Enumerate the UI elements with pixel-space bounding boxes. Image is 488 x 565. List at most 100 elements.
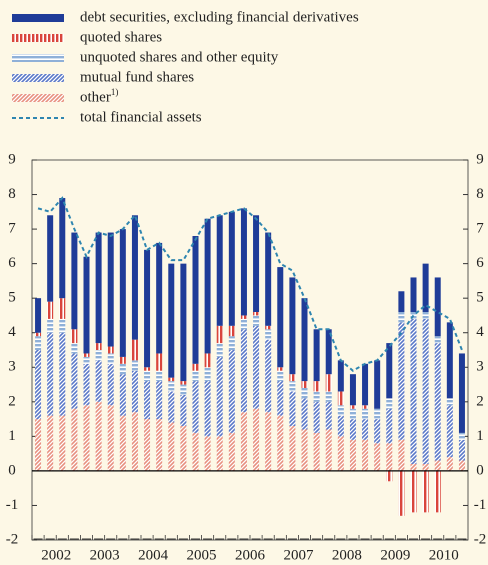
y2-tick-label: -1	[474, 497, 487, 513]
bar-segment	[228, 350, 235, 433]
bar-segment	[374, 443, 381, 471]
legend-label: unquoted shares and other equity	[80, 49, 279, 65]
bar-segment	[192, 370, 199, 382]
bar-segment	[59, 318, 66, 333]
bar-segment	[434, 343, 441, 461]
bar-segment	[59, 332, 66, 416]
bar-segment	[71, 232, 78, 330]
bar-segment	[313, 391, 320, 402]
bar-segment	[301, 381, 308, 388]
x-tick-label: 2008	[332, 547, 362, 563]
legend-swatch	[12, 94, 64, 102]
bar-segment	[35, 298, 42, 333]
bar-segment	[216, 356, 223, 437]
bar-segment	[362, 419, 369, 440]
y-tick-label: 0	[8, 462, 16, 478]
bar-segment	[349, 405, 356, 409]
bar-segment	[349, 374, 356, 406]
bar-segment	[156, 242, 163, 354]
bar-segment	[119, 415, 126, 471]
y2-tick-label: 0	[476, 462, 484, 478]
bar-segment	[325, 429, 332, 471]
y2-tick-label: 9	[476, 151, 484, 167]
bar-segment	[434, 336, 441, 344]
bar-segment	[156, 381, 163, 420]
bar-segment	[277, 415, 284, 471]
bar-segment	[434, 470, 441, 513]
bar-segment	[325, 401, 332, 430]
bar-segment	[95, 401, 102, 471]
bar-segment	[240, 315, 247, 319]
bar-segment	[289, 374, 296, 382]
bar-segment	[192, 432, 199, 471]
y-tick-label: 6	[8, 255, 16, 271]
bar-segment	[325, 374, 332, 392]
bar-segment	[386, 470, 393, 482]
bar-segment	[337, 436, 344, 471]
x-tick-label: 2002	[41, 547, 71, 563]
bar-segment	[119, 374, 126, 416]
y-tick-label: 4	[8, 324, 16, 340]
bar-segment	[192, 236, 199, 364]
bar-segment	[180, 394, 187, 426]
bar-segment	[410, 318, 417, 464]
bar-segment	[325, 329, 332, 375]
bar-segment	[265, 329, 272, 340]
bar-segment	[362, 363, 369, 406]
bar-segment	[131, 215, 138, 340]
bar-segment	[156, 370, 163, 382]
bar-segment	[144, 370, 151, 382]
bar-segment	[458, 353, 465, 433]
bar-segment	[192, 381, 199, 433]
bar-segment	[313, 381, 320, 392]
bar-segment	[168, 391, 175, 423]
bar-segment	[156, 419, 163, 471]
bar-segment	[47, 215, 54, 302]
bar-segment	[253, 215, 260, 312]
bar-segment	[277, 367, 284, 371]
bar-segment	[277, 267, 284, 368]
bar-segment	[265, 325, 272, 330]
bar-segment	[83, 353, 90, 357]
x-tick-label: 2009	[380, 547, 410, 563]
bar-segment	[446, 398, 453, 406]
bar-segment	[398, 439, 405, 471]
bar-segment	[398, 470, 405, 516]
bar-segment	[83, 256, 90, 354]
bar-segment	[374, 408, 381, 420]
bar-segment	[107, 405, 114, 471]
bar-segment	[349, 439, 356, 471]
bar-segment	[253, 408, 260, 471]
bar-segment	[59, 198, 66, 299]
bar-segment	[228, 432, 235, 471]
bar-segment	[386, 343, 393, 399]
y-tick-label: 8	[8, 186, 16, 202]
bar-segment	[337, 415, 344, 437]
bar-segment	[240, 208, 247, 316]
x-tick-label: 2004	[138, 547, 169, 563]
bar-segment	[434, 277, 441, 337]
bar-segment	[301, 429, 308, 471]
bar-segment	[240, 329, 247, 413]
bar-segment	[168, 381, 175, 392]
bar-segment	[289, 391, 296, 426]
bar-segment	[240, 318, 247, 330]
bar-segment	[119, 363, 126, 375]
bar-segment	[422, 312, 429, 319]
bar-segment	[410, 277, 417, 312]
bar-segment	[422, 464, 429, 471]
bar-segment	[349, 419, 356, 440]
bar-segment	[204, 381, 211, 437]
bar-segment	[325, 391, 332, 402]
bar-segment	[216, 343, 223, 357]
bar-segment	[337, 405, 344, 416]
bar-segment	[446, 457, 453, 471]
bar-segment	[131, 370, 138, 413]
bar-segment	[204, 353, 211, 368]
bar-segment	[35, 419, 42, 471]
bar-segment	[131, 360, 138, 371]
y-tick-label: -2	[6, 531, 19, 547]
bar-segment	[47, 332, 54, 416]
bar-segment	[289, 426, 296, 471]
y2-tick-label: 7	[476, 221, 484, 237]
